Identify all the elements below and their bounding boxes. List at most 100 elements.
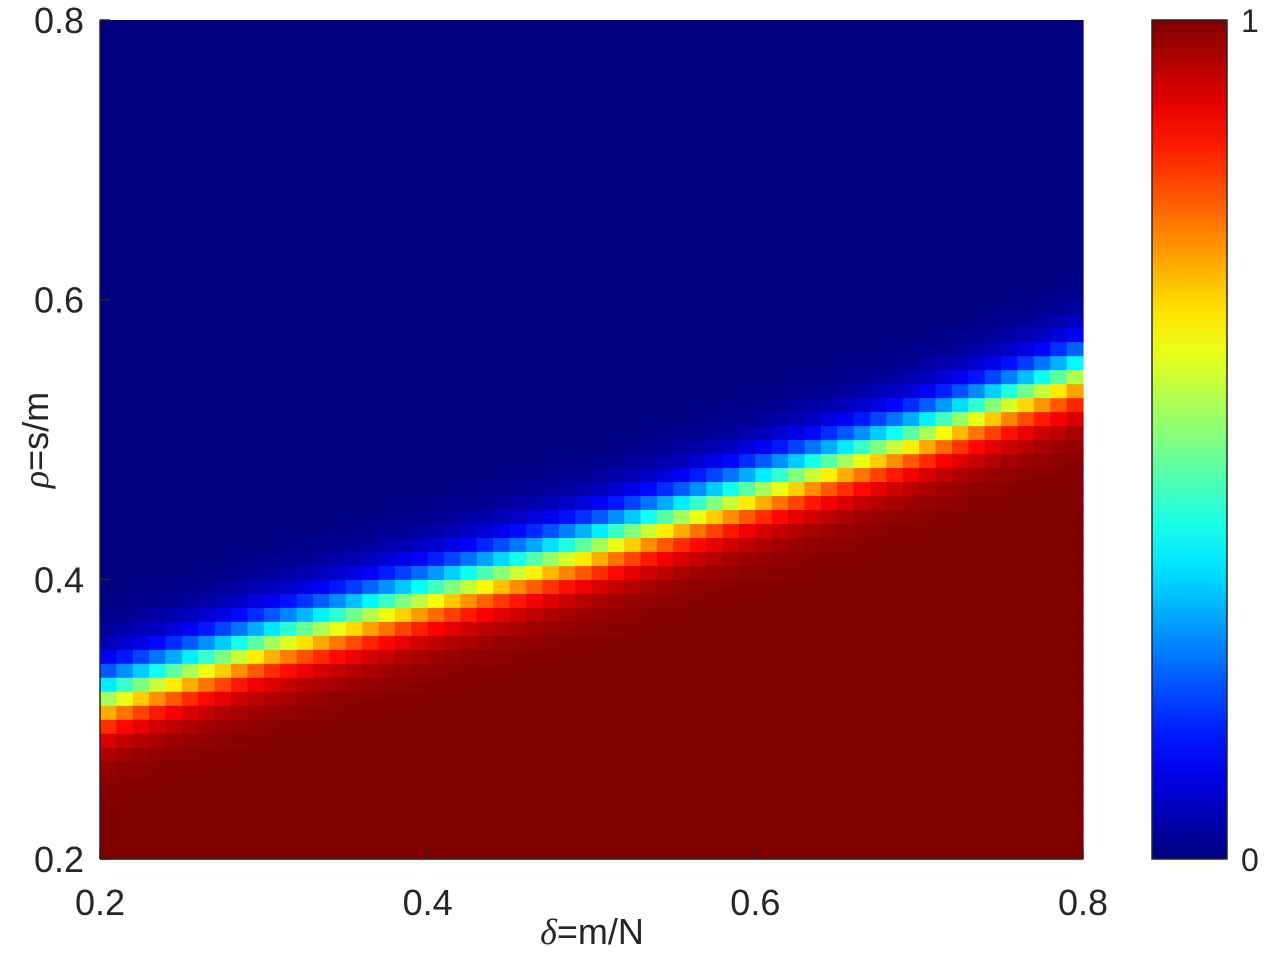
heatmap-cell [951,383,969,399]
heatmap-cell [444,229,462,245]
heatmap-cell [919,579,937,594]
heatmap-cell [837,761,855,776]
heatmap-cell [427,467,445,483]
heatmap-cell [509,831,527,846]
heatmap-cell [755,817,773,832]
heatmap-cell [181,817,199,832]
heatmap-cell [132,369,150,385]
heatmap-cell [984,621,1002,636]
heatmap-cell [706,845,724,860]
heatmap-cell [542,691,560,706]
heatmap-cell [591,131,609,147]
heatmap-cell [296,61,314,77]
heatmap-cell [624,761,642,776]
heatmap-cell [1066,593,1084,608]
heatmap-cell [394,47,412,63]
heatmap-cell [853,635,871,650]
heatmap-cell [345,593,363,608]
heatmap-cell [1066,663,1084,678]
heatmap-cell [198,803,216,818]
heatmap-cell [525,173,543,189]
heatmap-cell [1050,481,1068,497]
heatmap-cell [198,565,216,580]
heatmap-cell [231,789,249,804]
heatmap-cell [411,173,429,189]
heatmap-cell [722,579,740,594]
heatmap-cell [329,327,347,343]
heatmap-cell [1050,649,1068,664]
heatmap-cell [149,411,167,427]
heatmap-cell [280,257,298,273]
heatmap-cell [542,831,560,846]
heatmap-cell [886,187,904,203]
heatmap-cell [476,299,494,315]
heatmap-cell [771,215,789,231]
heatmap-cell [935,719,953,734]
heatmap-cell [493,495,511,511]
heatmap-cell [919,845,937,860]
heatmap-cell [509,89,527,105]
heatmap-cell [411,131,429,147]
heatmap-cell [100,509,117,524]
heatmap-cell [312,691,330,706]
heatmap-cell [362,103,380,119]
heatmap-cell [394,495,412,511]
heatmap-cell [919,607,937,622]
heatmap-cell [231,775,249,790]
heatmap-cell [575,733,593,748]
heatmap-cell [657,89,675,105]
heatmap-cell [427,47,445,63]
heatmap-cell [706,495,724,511]
heatmap-cell [935,355,953,371]
heatmap-cell [116,677,134,692]
heatmap-cell [558,313,576,329]
heatmap-cell [509,383,527,399]
heatmap-cell [231,355,249,371]
heatmap-cell [263,453,281,469]
heatmap-cell [738,691,756,706]
heatmap-cell [968,775,986,790]
heatmap-cell [935,831,953,846]
heatmap-cell [771,817,789,832]
heatmap-cell [100,173,117,189]
heatmap-cell [542,285,560,301]
heatmap-cell [181,523,199,538]
heatmap-cell [444,481,462,497]
heatmap-cell [312,467,330,483]
heatmap-cell [738,733,756,748]
heatmap-cell [640,103,658,119]
heatmap-cell [591,565,609,580]
heatmap-cell [1001,243,1019,259]
heatmap-cell [902,313,920,329]
heatmap-cell [100,313,117,329]
heatmap-cell [968,705,986,720]
heatmap-cell [198,397,216,413]
colorbar-max-label: 1 [1241,3,1259,39]
heatmap-cell [263,271,281,287]
heatmap-cell [312,439,330,455]
heatmap-cell [280,159,298,175]
heatmap-cell [378,145,396,161]
heatmap-cell [1017,327,1035,343]
heatmap-cell [706,257,724,273]
heatmap-cell [689,677,707,692]
heatmap-cell [1033,579,1051,594]
heatmap-cell [525,495,543,511]
heatmap-cell [362,803,380,818]
heatmap-cell [1066,775,1084,790]
heatmap-cell [280,691,298,706]
heatmap-cell [509,187,527,203]
heatmap-cell [460,691,478,706]
heatmap-cell [198,593,216,608]
heatmap-cell [1050,831,1068,846]
heatmap-cell [312,845,330,860]
heatmap-cell [100,789,117,804]
heatmap-cell [231,691,249,706]
heatmap-cell [657,453,675,469]
heatmap-cell [558,467,576,483]
heatmap-cell [837,565,855,580]
heatmap-cell [820,383,838,399]
heatmap-cell [820,411,838,427]
heatmap-cell [312,565,330,580]
heatmap-cell [214,593,232,608]
